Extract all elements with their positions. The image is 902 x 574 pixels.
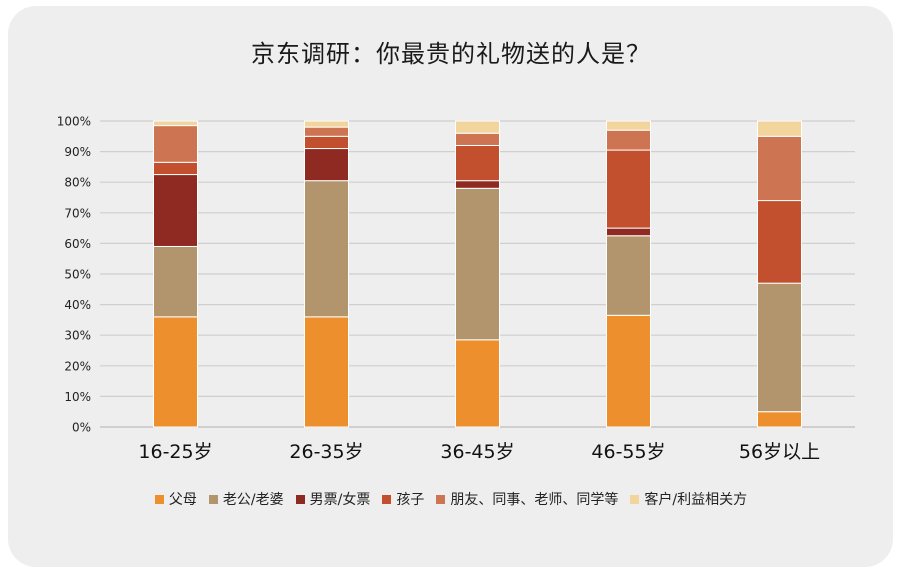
bar-segment <box>153 120 198 127</box>
x-tick-label: 26-35岁 <box>289 441 363 463</box>
legend-swatch <box>154 494 164 504</box>
bar-segment <box>153 125 198 163</box>
legend-swatch <box>630 494 640 504</box>
bar-segment <box>757 120 802 137</box>
bar-segment <box>153 174 198 247</box>
bar-segment <box>455 180 500 189</box>
bar-segment <box>606 149 651 229</box>
legend-item: 父母 <box>154 489 197 509</box>
legend-item: 老公/老婆 <box>208 489 284 509</box>
legend-swatch <box>382 494 392 504</box>
y-tick-label: 80% <box>64 176 91 190</box>
legend-label: 客户/利益相关方 <box>644 492 748 508</box>
x-tick-label: 46-55岁 <box>591 441 665 463</box>
bar-segment <box>455 120 500 134</box>
legend-swatch <box>295 494 305 504</box>
legend-item: 客户/利益相关方 <box>630 489 747 509</box>
legend-label: 男票/女票 <box>309 492 371 508</box>
chart-title: 京东调研：你最贵的礼物送的人是？ <box>251 40 651 68</box>
bar-segment <box>757 200 802 284</box>
legend-item: 朋友、同事、老师、同学等 <box>436 489 618 509</box>
bar-segment <box>455 132 500 146</box>
legend-label: 父母 <box>168 492 197 508</box>
x-tick-label: 16-25岁 <box>138 441 212 463</box>
x-tick-label: 36-45岁 <box>440 441 514 463</box>
y-tick-label: 30% <box>64 329 91 343</box>
bar-segment <box>304 126 349 137</box>
legend-swatch <box>436 494 446 504</box>
legend-label: 朋友、同事、老师、同学等 <box>450 492 619 508</box>
y-tick-label: 0% <box>72 421 91 435</box>
y-tick-label: 60% <box>64 237 91 251</box>
bar-segment <box>304 148 349 182</box>
legend-label: 孩子 <box>396 492 425 508</box>
bar-segment <box>153 316 198 428</box>
y-tick-label: 40% <box>64 298 91 312</box>
bar-segment <box>304 120 349 128</box>
bar-segment <box>606 314 651 428</box>
y-tick-label: 90% <box>64 145 91 159</box>
y-tick-label: 70% <box>64 206 91 220</box>
bar-segment <box>606 120 651 131</box>
y-tick-label: 20% <box>64 359 91 373</box>
bar-segment <box>606 129 651 151</box>
y-tick-label: 10% <box>64 390 91 404</box>
bar-segment <box>757 135 802 202</box>
legend-label: 老公/老婆 <box>222 492 284 508</box>
bar-segment <box>153 161 198 176</box>
x-tick-label: 56岁以上 <box>739 441 820 463</box>
bar-segment <box>304 180 349 318</box>
bar-segment <box>455 339 500 428</box>
legend-item: 孩子 <box>382 489 424 509</box>
chart-legend: 父母 老公/老婆 男票/女票 孩子 朋友、同事、老师、同学等 客户/利益相关方 <box>0 489 902 509</box>
legend-swatch <box>208 494 218 504</box>
bar-segment <box>455 144 500 182</box>
bar-segment <box>304 316 349 428</box>
bar-segment <box>757 411 802 428</box>
bar-segment <box>455 187 500 341</box>
bar-segment <box>757 282 802 413</box>
bar-segment <box>606 227 651 237</box>
y-tick-label: 50% <box>64 268 91 282</box>
bar-segment <box>606 235 651 316</box>
y-tick-label: 100% <box>57 115 91 129</box>
bar-segment <box>304 135 349 150</box>
bar-segment <box>153 245 198 318</box>
legend-item: 男票/女票 <box>295 489 371 509</box>
